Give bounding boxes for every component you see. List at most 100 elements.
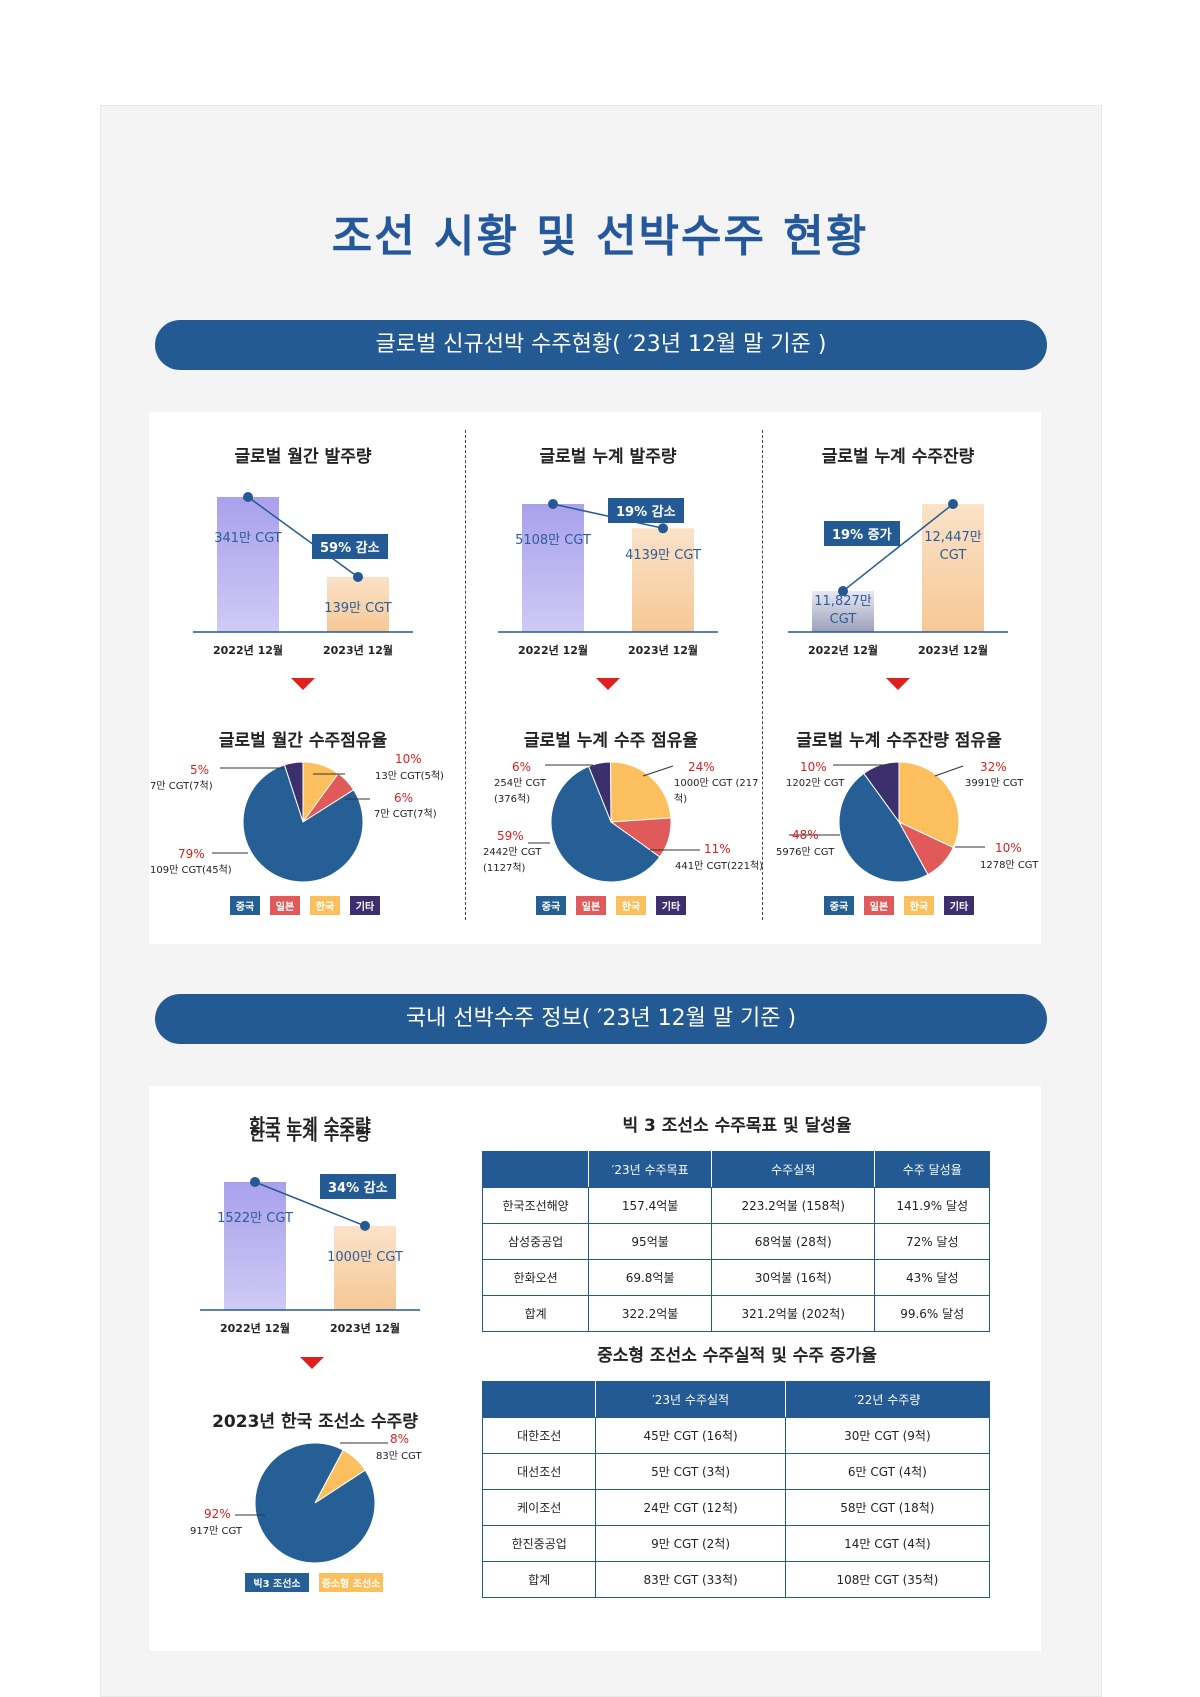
table-cell: 9만 CGT (2척) [595, 1525, 786, 1562]
bar-2022 [812, 591, 874, 632]
table-header-cell: ′23년 수주목표 [588, 1151, 712, 1188]
x-tick-label: 2023년 12월 [918, 644, 988, 657]
pie-detail-label: 1202만 CGT [786, 778, 845, 789]
down-arrow-icon [291, 678, 315, 690]
bar-2023 [922, 504, 984, 632]
table-title: 한국 누계 수주량 [249, 1116, 371, 1136]
trend-point [250, 1177, 260, 1187]
pie-detail-label: 917만 CGT [190, 1526, 242, 1537]
table-cell: 322.2억불 [588, 1295, 712, 1332]
table-cell: 14만 CGT (4척) [784, 1525, 991, 1562]
table-row: 대선조선 5만 CGT (3척) 6만 CGT (4척) [481, 1453, 991, 1490]
trend-line [842, 503, 954, 592]
table-cell: 한국조선해양 [481, 1187, 590, 1224]
legend-item: 일본 [864, 896, 894, 915]
table-cell: 케이조선 [481, 1489, 597, 1526]
bar-2023 [327, 576, 389, 632]
page-title: 조선 시황 및 선박수주 현황 [331, 211, 869, 262]
table-header-cell [481, 1151, 590, 1188]
pie-slice-0 [254, 1442, 376, 1564]
table-header-cell: 수주실적 [710, 1151, 876, 1188]
pie-detail-label: 254만 CGT (376척) [494, 778, 546, 805]
pie-pct-label: 8% [390, 1432, 410, 1446]
legend-item: 중국 [230, 896, 260, 915]
trend-point [548, 499, 558, 509]
pie-pct-label: 10% [800, 760, 827, 774]
data-label: 341만 CGT [214, 531, 282, 546]
legend-item: 한국 [616, 896, 646, 915]
legend-item: 빅3 조선소 [245, 1573, 309, 1592]
table-cell: 6만 CGT (4척) [784, 1453, 991, 1490]
trend-point [243, 492, 253, 502]
table-cell: 223.2억불 (158척) [710, 1187, 876, 1224]
change-badge: 59% 감소 [312, 534, 388, 559]
leader-line [642, 765, 674, 777]
pie-pct-label: 32% [980, 760, 1007, 774]
table-cell: 한화오션 [481, 1259, 590, 1296]
table-cell: 72% 달성 [874, 1223, 990, 1260]
pie-detail-label: 7만 CGT(7척) [374, 809, 437, 820]
table-row: 삼성중공업 95억불 68억불 (28척) 72% 달성 [481, 1223, 990, 1260]
trend-point [838, 586, 848, 597]
table-cell: 대선조선 [481, 1453, 597, 1490]
pie-detail-label: 1278만 CGT [980, 860, 1039, 871]
legend-item: 중국 [536, 896, 566, 915]
divider [762, 430, 763, 920]
table-cell: 95억불 [588, 1223, 712, 1260]
x-tick-label: 2022년 12월 [220, 1322, 290, 1335]
table-row: 한국조선해양 157.4억불 223.2억불 (158척) 141.9% 달성 [481, 1187, 990, 1224]
chart-title: 글로벌 누계 수주 점유율 [523, 731, 699, 751]
x-tick-label: 2022년 12월 [808, 644, 878, 657]
pie-detail-label: 109만 CGT(45척) [150, 865, 232, 876]
chart-title: 글로벌 누계 수주잔량 [821, 447, 975, 467]
table-cell: 합계 [481, 1561, 597, 1598]
table-row: 합계 322.2억불 321.2억불 (202척) 99.6% 달성 [481, 1295, 990, 1332]
pie-slice-2 [610, 761, 672, 823]
table-cell: 30만 CGT (9척) [784, 1417, 991, 1454]
x-tick-label: 2023년 12월 [628, 644, 698, 657]
table-cell: 합계 [481, 1295, 590, 1332]
pie-slice-0 [550, 765, 661, 883]
x-tick-label: 2022년 12월 [213, 644, 283, 657]
pie-detail-label: 2442만 CGT (1127척) [483, 847, 542, 874]
legend-item: 한국 [310, 896, 340, 915]
pie-pct-label: 6% [512, 760, 532, 774]
chart-title: 글로벌 월간 발주량 [234, 447, 372, 467]
table-cell: 157.4억불 [588, 1187, 712, 1224]
data-label: 1000만 CGT [327, 1249, 403, 1265]
data-label: 11,827만 CGT [814, 594, 872, 628]
pie-detail-label: 441만 CGT(221척) [675, 861, 764, 872]
chart-title: 글로벌 누계 수주잔량 점유율 [796, 731, 1002, 751]
data-label: 12,447만 CGT [924, 530, 982, 563]
trend-point [353, 571, 363, 582]
table-row: 케이조선 24만 CGT (12척) 58만 CGT (18척) [481, 1489, 991, 1526]
big3-table: ′23년 수주목표 수주실적 수주 달성율 한국조선해양 157.4억불 223.2억불 … [481, 1151, 990, 1332]
bar-2023 [632, 528, 694, 632]
table-header-cell [481, 1381, 597, 1418]
trend-line [254, 1181, 366, 1227]
pie-slice-0 [838, 772, 929, 883]
table-cell: 45만 CGT (16척) [595, 1417, 786, 1454]
legend-item: 일본 [270, 896, 300, 915]
table-row: 대한조선 45만 CGT (16척) 30만 CGT (9척) [481, 1417, 991, 1454]
table1-title: 빅 3 조선소 수주목표 및 달성율 [622, 1116, 852, 1136]
table-header-cell: 수주 달성율 [874, 1151, 990, 1188]
change-badge: 19% 감소 [608, 498, 684, 523]
pie-pct-label: 24% [688, 760, 715, 774]
pie-pct-label: 10% [995, 841, 1022, 855]
section-banner-global: 글로벌 신규선박 수주현황( ′23년 12월 말 기준 ) [155, 320, 1047, 370]
down-arrow-icon [596, 678, 620, 690]
pie-detail-label: 1000만 CGT (217척) [674, 778, 759, 805]
pie-detail-label: 83만 CGT [376, 1451, 422, 1462]
pie-detail-label: 5976만 CGT [776, 847, 835, 858]
legend-item: 한국 [904, 896, 934, 915]
pie-pct-label: 5% [190, 763, 210, 777]
bar-2022 [224, 1182, 286, 1310]
table-cell: 83만 CGT (33척) [595, 1561, 786, 1598]
pie-pct-label: 48% [792, 828, 819, 842]
table-cell: 24만 CGT (12척) [595, 1489, 786, 1526]
pie-pct-label: 79% [178, 847, 205, 861]
legend-item: 중소형 조선소 [319, 1573, 383, 1592]
